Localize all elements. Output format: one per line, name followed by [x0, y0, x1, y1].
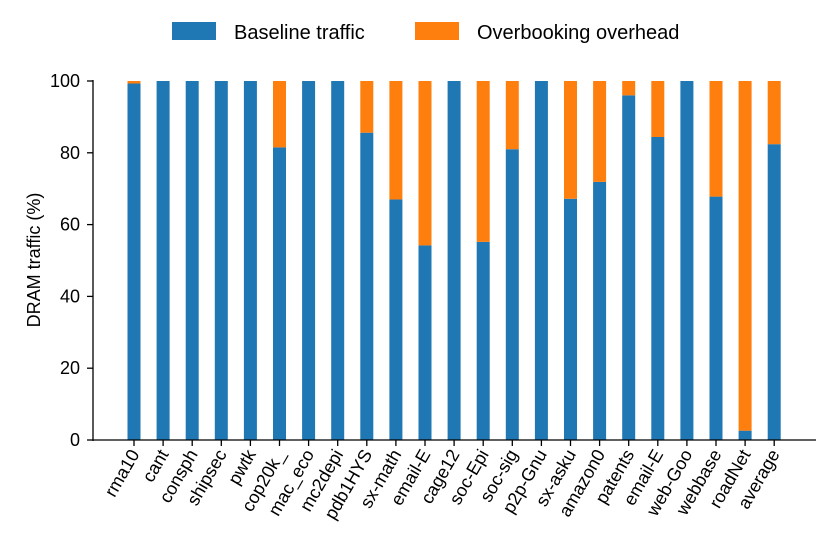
bar-baseline-9 — [389, 199, 403, 440]
bar-overhead-22 — [767, 81, 781, 145]
y-tick-label: 80 — [60, 143, 80, 163]
bar-overhead-13 — [505, 81, 519, 150]
bar-baseline-1 — [156, 81, 170, 440]
bar-baseline-4 — [243, 81, 257, 440]
bars-group — [127, 81, 781, 441]
bar-baseline-12 — [476, 241, 490, 440]
bar-overhead-12 — [476, 81, 490, 242]
y-tick-label: 100 — [50, 71, 80, 91]
bar-overhead-0 — [127, 81, 141, 84]
bar-overhead-21 — [738, 81, 752, 431]
y-tick-label: 20 — [60, 358, 80, 378]
bar-overhead-15 — [564, 81, 577, 199]
bar-baseline-14 — [534, 81, 548, 440]
y-axis: 0 20 40 60 80 100 — [50, 71, 94, 450]
legend: Baseline traffic Overbooking overhead — [172, 22, 679, 44]
bar-baseline-0 — [127, 83, 141, 440]
legend-label-overhead: Overbooking overhead — [477, 22, 679, 44]
bar-overhead-16 — [593, 81, 607, 182]
legend-swatch-overhead — [415, 22, 459, 40]
bar-baseline-17 — [622, 95, 636, 441]
bar-baseline-13 — [505, 149, 519, 440]
bar-overhead-9 — [389, 81, 403, 200]
bar-baseline-10 — [418, 245, 432, 440]
bar-overhead-18 — [651, 81, 665, 138]
legend-label-baseline: Baseline traffic — [234, 22, 365, 44]
x-axis: rma10cantconsphshipsecpwtkcop20k_mac_eco… — [93, 439, 816, 523]
bar-baseline-22 — [767, 144, 781, 440]
bar-baseline-18 — [651, 137, 665, 440]
bar-baseline-16 — [593, 181, 607, 440]
bar-baseline-7 — [331, 81, 345, 440]
bar-baseline-19 — [680, 81, 694, 440]
bar-baseline-3 — [214, 81, 228, 440]
y-tick-label: 40 — [60, 286, 80, 306]
bar-baseline-21 — [738, 430, 752, 440]
bar-baseline-2 — [185, 81, 199, 440]
bar-overhead-20 — [709, 81, 723, 197]
bar-overhead-10 — [418, 81, 432, 246]
y-axis-title: DRAM traffic (%) — [24, 193, 44, 328]
y-tick-label: 0 — [70, 430, 80, 450]
bar-overhead-5 — [273, 81, 286, 148]
bar-baseline-6 — [302, 81, 316, 440]
bar-baseline-5 — [273, 147, 286, 441]
legend-swatch-baseline — [172, 22, 216, 40]
bar-baseline-8 — [360, 132, 374, 441]
bar-overhead-8 — [360, 81, 374, 133]
bar-baseline-11 — [447, 81, 461, 440]
bar-baseline-20 — [709, 196, 723, 440]
bar-overhead-17 — [622, 81, 636, 96]
y-tick-label: 60 — [60, 215, 80, 235]
x-tick-label: rma10 — [101, 446, 144, 500]
bar-baseline-15 — [564, 198, 577, 440]
